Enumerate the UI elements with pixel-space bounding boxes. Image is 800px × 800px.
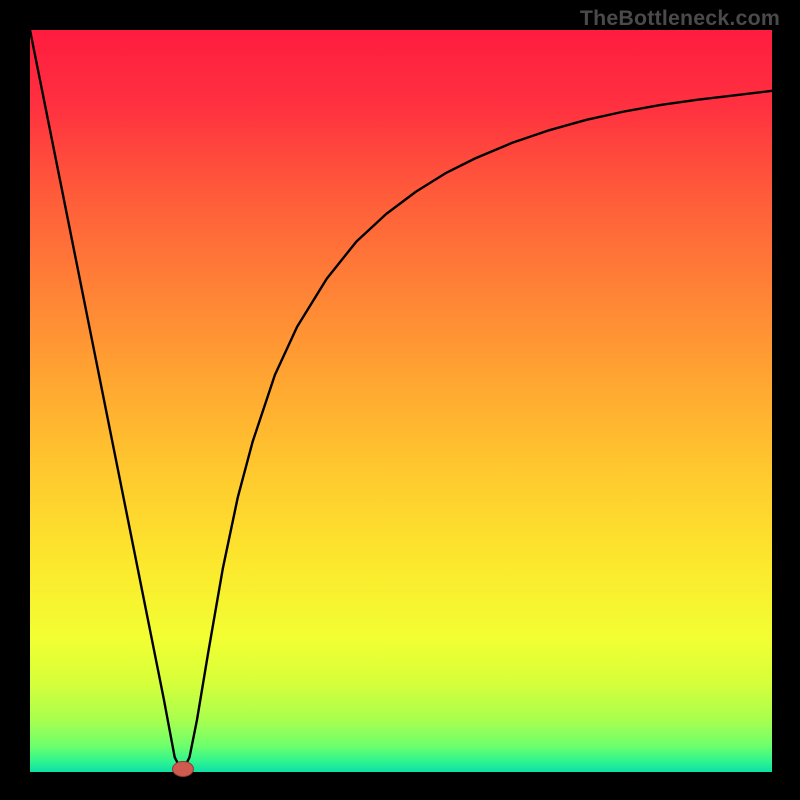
chart-stage: TheBottleneck.com	[0, 0, 800, 800]
optimum-marker	[172, 761, 194, 777]
bottleneck-curve	[0, 0, 800, 800]
curve-path	[30, 30, 772, 772]
watermark-text: TheBottleneck.com	[580, 6, 780, 31]
